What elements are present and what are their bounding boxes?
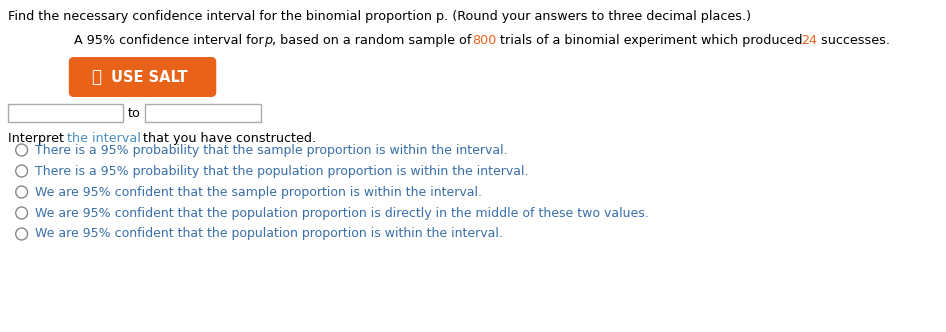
Text: p: p	[264, 34, 272, 47]
Bar	[146, 104, 260, 122]
Text: the interval: the interval	[67, 132, 141, 145]
Circle shape	[16, 228, 27, 240]
FancyBboxPatch shape	[69, 57, 217, 97]
Text: There is a 95% probability that the sample proportion is within the interval.: There is a 95% probability that the samp…	[35, 143, 508, 156]
Text: to: to	[128, 107, 141, 120]
Text: Interpret: Interpret	[8, 132, 68, 145]
Text: We are 95% confident that the population proportion is directly in the middle of: We are 95% confident that the population…	[35, 207, 649, 219]
Circle shape	[16, 165, 27, 177]
Text: successes.: successes.	[817, 34, 890, 47]
Circle shape	[16, 144, 27, 156]
Text: A 95% confidence interval for: A 95% confidence interval for	[74, 34, 268, 47]
Text: USE SALT: USE SALT	[111, 69, 187, 85]
Bar	[8, 104, 123, 122]
Circle shape	[16, 186, 27, 198]
Text: , based on a random sample of: , based on a random sample of	[272, 34, 476, 47]
Text: trials of a binomial experiment which produced: trials of a binomial experiment which pr…	[496, 34, 807, 47]
Text: 24: 24	[801, 34, 817, 47]
Text: There is a 95% probability that the population proportion is within the interval: There is a 95% probability that the popu…	[35, 164, 529, 178]
Text: 800: 800	[472, 34, 497, 47]
Text: We are 95% confident that the population proportion is within the interval.: We are 95% confident that the population…	[35, 227, 503, 240]
Text: We are 95% confident that the sample proportion is within the interval.: We are 95% confident that the sample pro…	[35, 186, 482, 199]
Circle shape	[16, 207, 27, 219]
Text: that you have constructed.: that you have constructed.	[139, 132, 317, 145]
Text: Find the necessary confidence interval for the binomial proportion p. (Round you: Find the necessary confidence interval f…	[8, 10, 751, 23]
Text: ⎙: ⎙	[92, 68, 101, 86]
